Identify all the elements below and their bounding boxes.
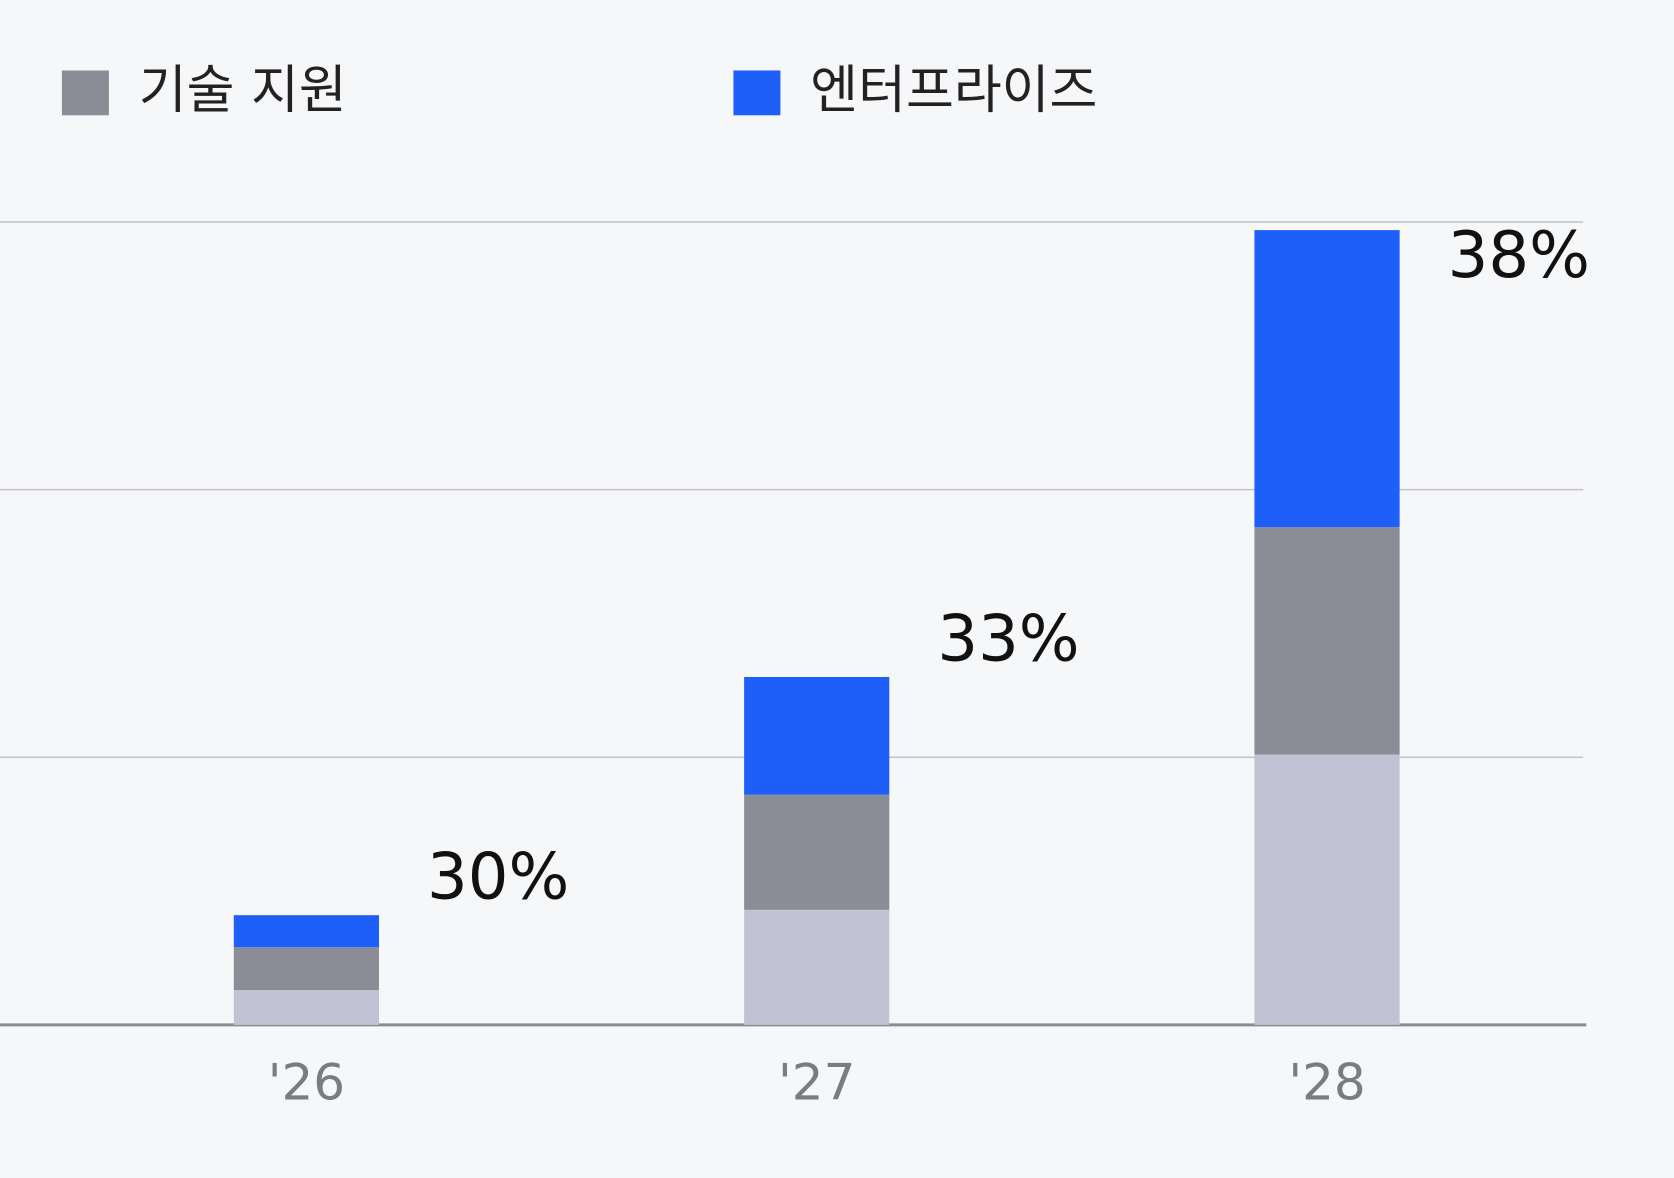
bar-segment — [233, 947, 379, 991]
legend-label: 기술 지원 — [139, 61, 347, 121]
bar-segment — [1254, 527, 1400, 755]
total-label: 30% — [427, 841, 569, 915]
legend-swatch — [61, 70, 109, 116]
bar-segment — [744, 909, 890, 1025]
x-tick-label: '28 — [1288, 1053, 1365, 1111]
bar-segment — [744, 677, 890, 795]
x-tick-label: '27 — [778, 1053, 855, 1111]
bar-segment — [1254, 754, 1400, 1025]
x-tick-label: '26 — [268, 1053, 345, 1111]
legend-swatch — [733, 70, 781, 116]
total-label: 38% — [1448, 219, 1590, 293]
legend-label: 엔터프라이즈 — [810, 61, 1097, 121]
total-label: 33% — [937, 602, 1079, 676]
bar-segment — [744, 794, 890, 910]
bar-segment — [233, 990, 379, 1025]
bar-segment — [1254, 230, 1400, 528]
bar-segment — [233, 915, 379, 948]
